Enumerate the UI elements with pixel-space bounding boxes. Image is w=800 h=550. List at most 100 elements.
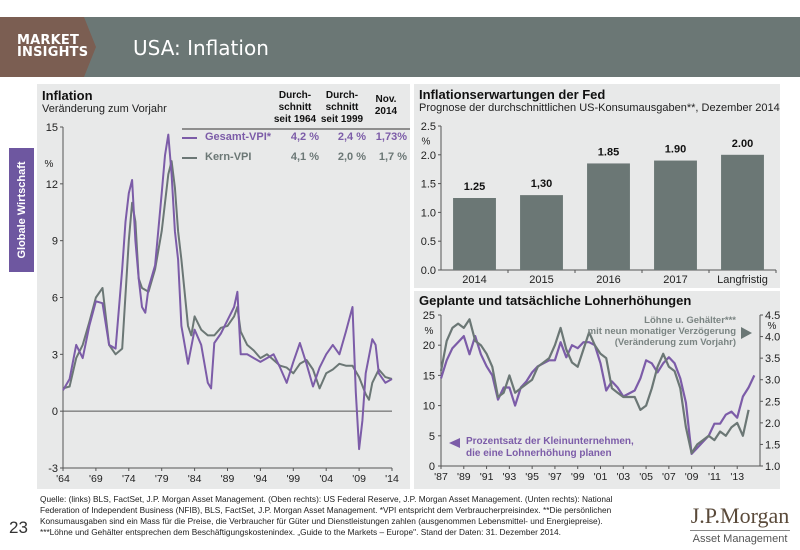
legend-value: 4,1 % [290, 151, 319, 163]
x-tick-label: Langfristig [717, 274, 768, 286]
arrow-left-icon [449, 438, 460, 448]
bar-data-label: 2.00 [732, 138, 753, 150]
x-tick-label: '05 [639, 471, 653, 483]
x-tick-label: '04 [319, 473, 333, 485]
series-line-small-business-plans [439, 334, 756, 455]
x-tick-label: 2017 [663, 274, 687, 286]
bar-langfristig [721, 154, 764, 270]
footnote-line: Konsumausgaben sind ein Mass für die Pre… [40, 516, 603, 526]
brand-line1: MARKET [17, 33, 80, 48]
x-tick-label: '89 [457, 471, 471, 483]
arrow-right-icon [741, 327, 752, 339]
x-tick-label: '99 [286, 473, 300, 485]
right-y-unit-label: % [768, 321, 777, 332]
fed-title: Inflationserwartungen der Fed [419, 87, 606, 102]
x-tick-label: '11 [708, 471, 721, 483]
header-bar [0, 17, 800, 77]
y-tick-label: 1.5 [421, 179, 436, 191]
page-number: 23 [9, 518, 28, 537]
y-unit-label: % [45, 159, 54, 170]
x-tick-label: 2015 [529, 274, 553, 286]
logo-name: J.P.Morgan [690, 503, 790, 531]
legend-value: 2,4 % [337, 131, 366, 143]
left-y-tick-label: 0 [429, 461, 435, 473]
y-tick-label: 2.5 [421, 121, 436, 133]
left-y-tick-label: 20 [423, 340, 435, 352]
x-tick-label: '74 [122, 473, 136, 485]
bar-2015 [520, 195, 563, 270]
series-line-kern-vpi [62, 160, 393, 401]
fed-bar-chart: 0.0 0.5 1.0 1.5 2.0 2.5% 1.25 2014 1,30 2015 1.85 2… [421, 121, 777, 286]
right-y-tick-label: 2.0 [765, 418, 780, 430]
bar-2016 [587, 163, 630, 270]
x-tick-label: '93 [503, 471, 517, 483]
footnote-line: ***Löhne und Gehälter entsprechen dem Be… [40, 527, 561, 537]
bar-2017 [654, 160, 697, 270]
inflation-subtitle: Veränderung zum Vorjahr [42, 103, 167, 115]
y-unit-label: % [422, 136, 431, 147]
y-tick-label: 6 [52, 293, 58, 305]
legend-label: Kern-VPI [205, 151, 252, 163]
x-tick-label: '14 [385, 473, 399, 485]
market-insights-brand: MARKET INSIGHTS [0, 17, 96, 77]
footnote-line: Quelle: (links) BLS, FactSet, J.P. Morga… [40, 494, 613, 504]
series-line-wages-salaries [439, 318, 750, 455]
x-tick-label: '64 [56, 473, 70, 485]
brand-chevron-icon [0, 17, 96, 77]
brand-text: MARKET INSIGHTS [17, 33, 89, 60]
right-y-tick-label: 4.5 [765, 310, 780, 322]
right-y-tick-label: 2.5 [765, 396, 780, 408]
y-tick-label: 1.0 [421, 207, 436, 219]
wage-dual-axis-chart: 0 5 10 15 20 25% 1.0 1.5 2.0 2.5 3.0 3.5 4.0 4.5% '87 '… [423, 310, 780, 483]
x-tick-label: '69 [89, 473, 103, 485]
y-tick-label: 9 [52, 236, 58, 248]
legend-value: 1,7 % [378, 151, 407, 163]
legend-value: 4,2 % [290, 131, 319, 143]
right-y-tick-label: 3.5 [765, 353, 780, 365]
y-tick-label: 12 [46, 179, 58, 191]
col-header-1999: Durch-schnitt seit 1999 [320, 90, 364, 125]
series-line-gesamt-vpi [62, 133, 393, 451]
col-header-nov-2014: Nov. 2014 [374, 94, 398, 117]
bar-data-label: 1,30 [531, 178, 552, 190]
side-tab-globale-wirtschaft[interactable]: Globale Wirtschaft [9, 148, 34, 272]
x-tick-label: '09 [352, 473, 366, 485]
left-y-unit-label: % [425, 326, 434, 337]
left-y-tick-label: 10 [423, 401, 435, 413]
y-tick-label: 3 [52, 349, 58, 361]
legend-value: 1,73% [375, 131, 407, 143]
right-y-tick-label: 1.0 [765, 461, 780, 473]
x-tick-label: '95 [525, 471, 539, 483]
y-tick-label: -3 [48, 463, 58, 475]
left-y-tick-label: 15 [423, 370, 435, 382]
bar-data-label: 1.90 [665, 144, 686, 156]
x-tick-label: '09 [685, 471, 699, 483]
wage-title: Geplante und tatsächliche Lohnerhöhungen [419, 293, 692, 308]
x-tick-label: '01 [594, 471, 608, 483]
x-tick-label: 2014 [462, 274, 486, 286]
left-y-tick-label: 25 [423, 310, 435, 322]
legend-label: Gesamt-VPI* [205, 131, 272, 143]
source-footnote: Quelle: (links) BLS, FactSet, J.P. Morga… [40, 494, 640, 538]
right-y-tick-label: 3.0 [765, 375, 780, 387]
fed-subtitle: Prognose der durchschnittlichen US-Konsu… [419, 102, 780, 114]
x-tick-label: '79 [155, 473, 169, 485]
right-axis-annotation: (Veränderung zum Vorjahr) [615, 337, 736, 348]
x-tick-label: '89 [221, 473, 235, 485]
y-tick-label: 0.0 [421, 265, 436, 277]
right-axis-annotation: Löhne u. Gehälter*** [644, 315, 736, 326]
fed-expectations-panel: Inflationserwartungen der Fed Prognose d… [414, 84, 780, 288]
x-tick-label: '94 [254, 473, 268, 485]
brand-line2: INSIGHTS [17, 45, 89, 60]
left-axis-annotation: die eine Lohnerhöhung planen [466, 448, 612, 459]
inflation-line-chart: 15 12 9 6 3 0 -3% '64 '69 '74 '79 '84 '89 '94 '99 '04 '0… [45, 122, 410, 485]
inflation-title: Inflation [42, 88, 93, 103]
y-tick-label: 0.5 [421, 236, 436, 248]
inflation-panel: Inflation Veränderung zum Vorjahr Durch-… [37, 84, 410, 489]
right-y-tick-label: 4.0 [765, 332, 780, 344]
x-tick-label: '03 [616, 471, 630, 483]
legend-value: 2,0 % [337, 151, 366, 163]
bar-data-label: 1.85 [598, 146, 619, 158]
footnote-line: Federation of Independent Business (NFIB… [40, 505, 612, 515]
x-tick-label: 2016 [596, 274, 620, 286]
